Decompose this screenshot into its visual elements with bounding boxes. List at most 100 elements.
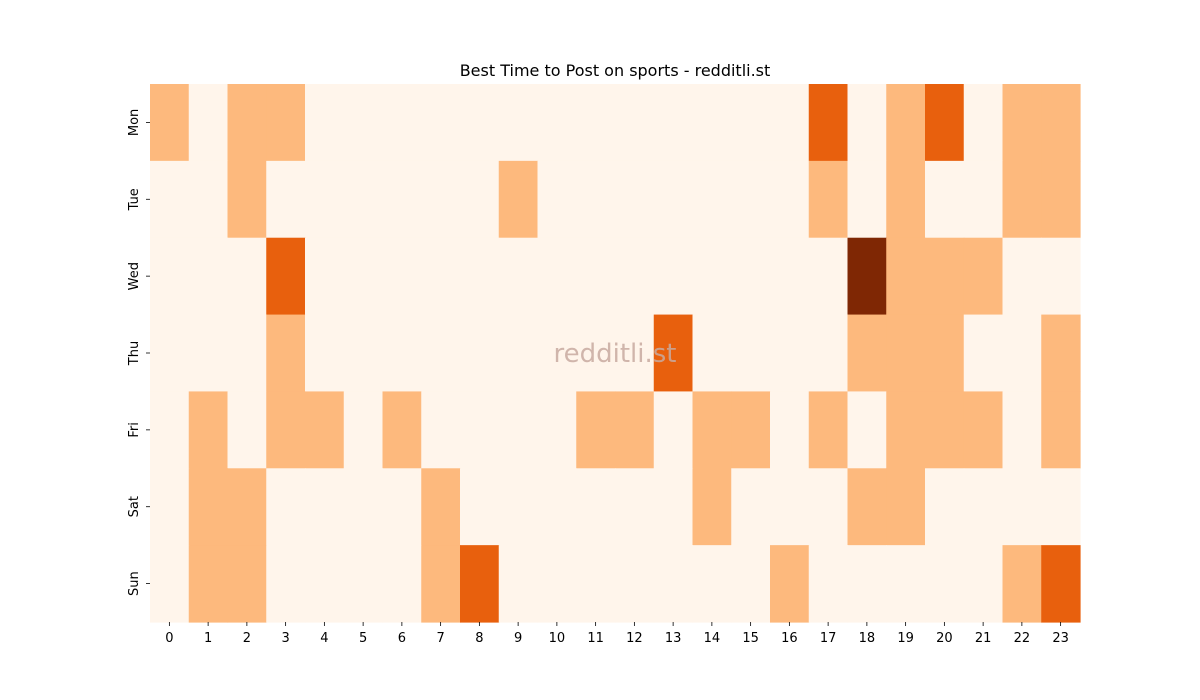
heatmap-cell xyxy=(886,237,926,316)
x-tick-label: 10 xyxy=(549,631,566,646)
heatmap-cell xyxy=(963,160,1004,239)
heatmap-cell xyxy=(382,237,422,316)
x-tick-label: 14 xyxy=(704,631,721,646)
heatmap-cell xyxy=(150,391,190,469)
heatmap-cell xyxy=(886,391,926,469)
heatmap-cell xyxy=(615,391,655,469)
x-tick-label: 1 xyxy=(204,631,212,646)
heatmap-cell xyxy=(731,468,771,546)
heatmap-cell xyxy=(847,468,887,546)
heatmap-cell xyxy=(537,84,577,162)
heatmap-cell xyxy=(1002,160,1042,239)
heatmap-cell xyxy=(653,84,694,162)
heatmap-cell xyxy=(498,314,539,393)
heatmap-cell xyxy=(421,160,461,239)
heatmap-cell xyxy=(266,160,306,239)
heatmap-cell xyxy=(576,160,616,239)
y-tick-label: Mon xyxy=(127,109,142,136)
heatmap-cell xyxy=(847,160,887,239)
x-tick-label: 9 xyxy=(514,631,522,646)
x-tick-label: 11 xyxy=(587,631,604,646)
heatmap-cell xyxy=(847,391,887,469)
heatmap-cell xyxy=(1041,468,1081,546)
chart-title: Best Time to Post on sports - redditli.s… xyxy=(460,61,771,80)
heatmap-cell xyxy=(537,468,577,546)
heatmap-cell xyxy=(886,545,926,623)
y-tick-label: Wed xyxy=(127,262,142,290)
heatmap-cell xyxy=(770,391,810,469)
heatmap-cell xyxy=(266,391,306,469)
y-tick-label: Sat xyxy=(127,496,142,517)
y-tick-label: Tue xyxy=(127,188,142,211)
heatmap-cell xyxy=(382,160,422,239)
heatmap-cell xyxy=(421,468,461,546)
heatmap-cell xyxy=(460,545,500,623)
heatmap-cell xyxy=(808,391,849,469)
heatmap-cell xyxy=(227,237,267,316)
heatmap-cell xyxy=(227,391,267,469)
heatmap-cell xyxy=(963,545,1004,623)
x-tick-label: 23 xyxy=(1052,631,1069,646)
heatmap-cell xyxy=(1002,84,1042,162)
heatmap-cell xyxy=(770,84,810,162)
heatmap-cell xyxy=(770,545,810,623)
heatmap-cell xyxy=(382,545,422,623)
heatmap-cell xyxy=(305,160,345,239)
heatmap-cell xyxy=(498,237,539,316)
heatmap-cell xyxy=(266,314,306,393)
heatmap-cell xyxy=(460,314,500,393)
heatmap-cell xyxy=(150,545,190,623)
heatmap-cell xyxy=(227,545,267,623)
heatmap-cell xyxy=(1041,84,1081,162)
heatmap-cell xyxy=(770,314,810,393)
x-tick-label: 2 xyxy=(243,631,251,646)
x-tick-label: 4 xyxy=(320,631,328,646)
heatmap-cell xyxy=(460,237,500,316)
heatmap-cell xyxy=(963,468,1004,546)
heatmap-cell xyxy=(1002,468,1042,546)
heatmap-cell xyxy=(382,84,422,162)
heatmap-cell xyxy=(1002,391,1042,469)
heatmap-cell xyxy=(615,545,655,623)
heatmap-cell xyxy=(615,160,655,239)
heatmap-cell xyxy=(266,468,306,546)
heatmap-cell xyxy=(460,468,500,546)
heatmap-cell xyxy=(615,84,655,162)
y-tick-label: Sun xyxy=(127,571,142,596)
x-tick-label: 17 xyxy=(820,631,837,646)
heatmap-cell xyxy=(731,391,771,469)
heatmap-cell xyxy=(692,160,732,239)
heatmap-cell xyxy=(188,237,229,316)
heatmap-cell xyxy=(305,84,345,162)
heatmap-cell xyxy=(615,468,655,546)
heatmap-cell xyxy=(343,391,384,469)
heatmap-cell xyxy=(305,545,345,623)
heatmap-cell xyxy=(498,391,539,469)
heatmap-cell xyxy=(808,84,849,162)
heatmap-cell xyxy=(188,314,229,393)
heatmap-cell xyxy=(847,314,887,393)
heatmap-cell xyxy=(692,545,732,623)
heatmap-cell xyxy=(266,237,306,316)
heatmap-cell xyxy=(1041,314,1081,393)
heatmap-cell xyxy=(460,84,500,162)
heatmap-cell xyxy=(1041,391,1081,469)
heatmap-cell xyxy=(808,160,849,239)
x-tick-label: 8 xyxy=(475,631,483,646)
heatmap-cell xyxy=(305,468,345,546)
heatmap-cell xyxy=(305,314,345,393)
heatmap-cell xyxy=(692,391,732,469)
heatmap-cell xyxy=(537,237,577,316)
heatmap-cell xyxy=(576,391,616,469)
heatmap-cell xyxy=(925,160,965,239)
heatmap-cell xyxy=(1002,237,1042,316)
x-tick-label: 5 xyxy=(359,631,367,646)
x-tick-label: 13 xyxy=(665,631,682,646)
heatmap-cell xyxy=(963,84,1004,162)
heatmap-cell xyxy=(886,468,926,546)
heatmap-cell xyxy=(576,545,616,623)
heatmap-cell xyxy=(266,84,306,162)
x-axis: 0 1 2 3 4 5 6 7 8 9 10 11 12 13 14 15 16 17 18 19 20 21 22 23 xyxy=(165,622,1069,646)
heatmap-cell xyxy=(653,468,694,546)
x-tick-label: 3 xyxy=(281,631,289,646)
